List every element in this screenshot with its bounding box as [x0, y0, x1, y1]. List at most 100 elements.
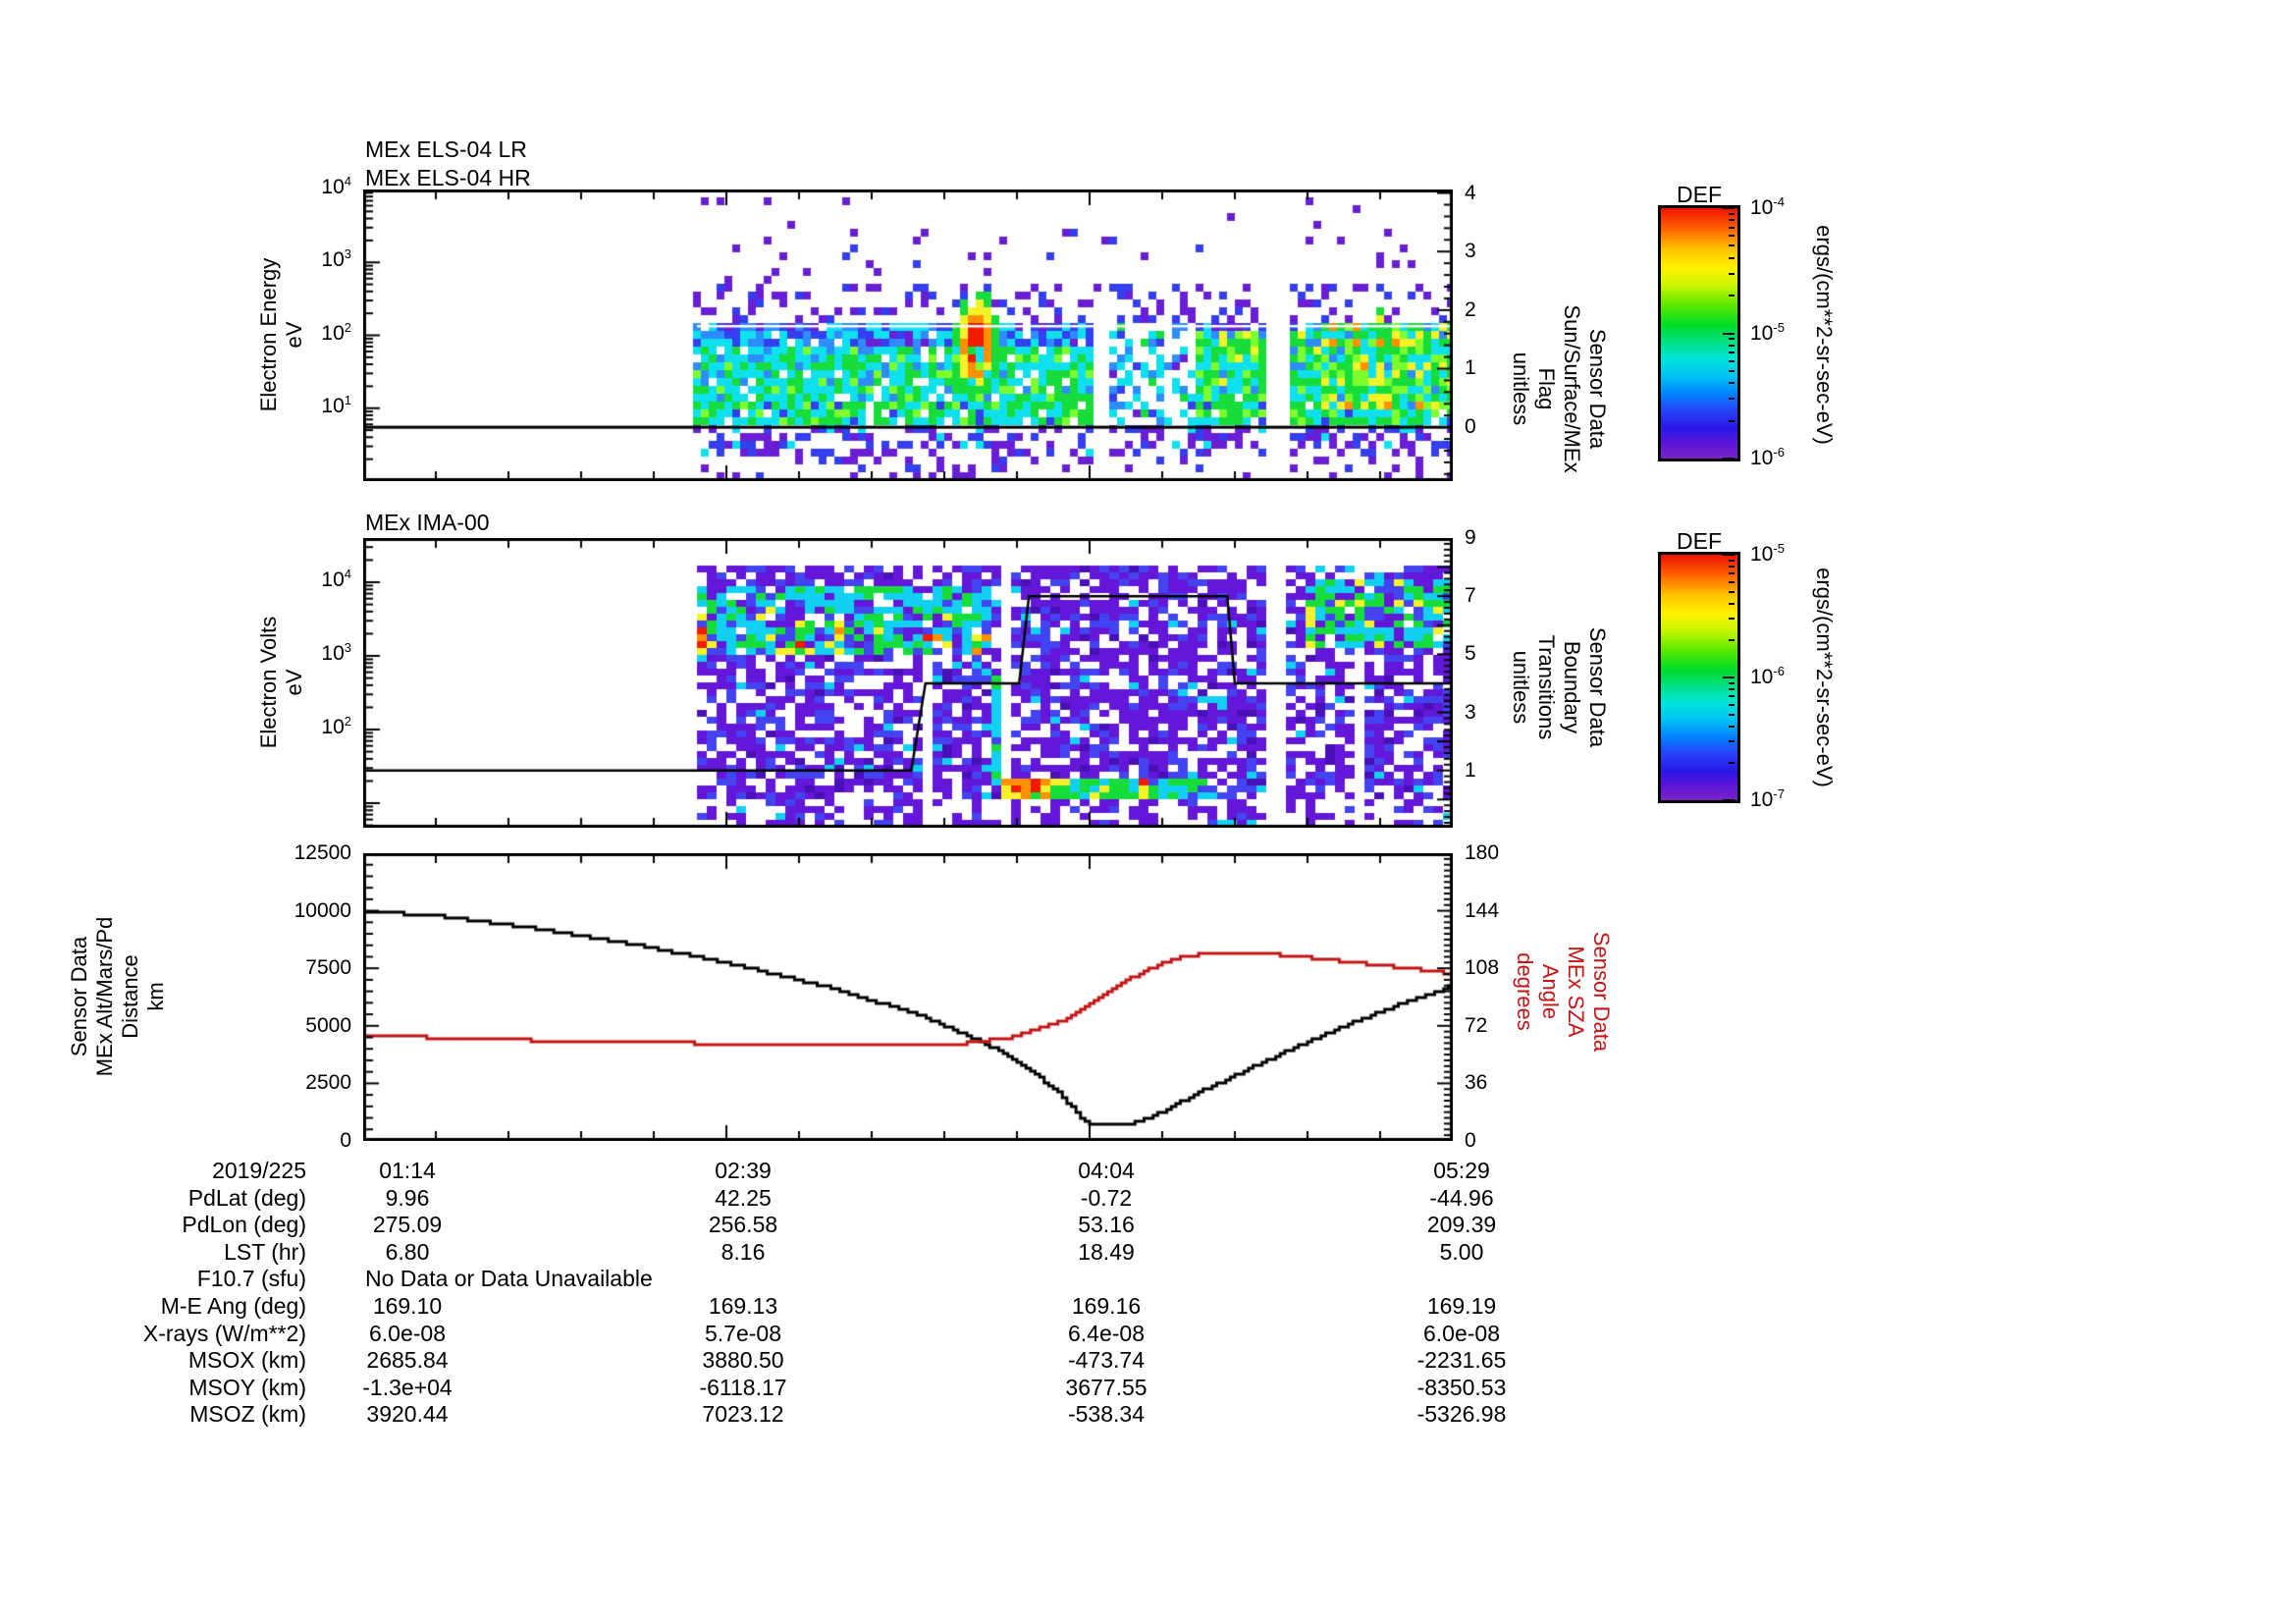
table-value: 53.16 [1078, 1212, 1135, 1237]
colorbar-tick [1729, 359, 1735, 362]
tick-label: 36 [1465, 1071, 1488, 1095]
table-value: 7023.12 [702, 1401, 784, 1427]
tick-label: 144 [1465, 898, 1500, 922]
table-value: 5.00 [1439, 1239, 1484, 1265]
table-row-label: MSOZ (km) [189, 1401, 306, 1427]
table-row-label: X-rays (W/m**2) [142, 1321, 306, 1346]
colorbar1-def-title: DEF [1677, 182, 1722, 207]
table-value: -0.72 [1080, 1185, 1133, 1211]
els-hr-title: MEx ELS-04 HR [365, 165, 531, 190]
tick-label: 10-7 [1750, 786, 1785, 811]
table-value: 42.25 [715, 1185, 772, 1211]
ima-title: MEx IMA-00 [365, 510, 490, 535]
table-value: -8350.53 [1416, 1375, 1507, 1400]
colorbar-tick [1729, 419, 1735, 422]
tick-label: 102 [321, 319, 351, 345]
table-row-label: LST (hr) [224, 1239, 306, 1265]
colorbar-tick [1729, 639, 1735, 642]
table-value: -538.34 [1067, 1401, 1145, 1427]
tick-label: 0 [340, 1129, 351, 1152]
colorbar-tick [1723, 458, 1735, 460]
table-value: -2231.65 [1416, 1347, 1507, 1373]
colorbar-tick [1729, 398, 1735, 401]
table-value: 05:29 [1433, 1158, 1490, 1183]
colorbar-tick [1729, 688, 1735, 691]
colorbar-tick [1729, 713, 1735, 716]
colorbar-tick [1729, 559, 1735, 562]
colorbar-tick [1723, 799, 1735, 801]
colorbar-tick [1723, 332, 1735, 335]
table-value: -6118.17 [699, 1375, 787, 1400]
colorbar-tick [1723, 554, 1735, 556]
table-value: 5.7e-08 [704, 1321, 781, 1346]
colorbar-tick [1729, 338, 1735, 341]
colorbar-tick [1729, 590, 1735, 593]
traj-y-axis-label: Sensor Data MEx Alt/Mars/Pd Distance km [67, 916, 168, 1077]
table-value: 01:14 [379, 1158, 436, 1183]
tick-label: 10-4 [1750, 194, 1785, 219]
colorbar-tick [1729, 725, 1735, 728]
colorbar-tick [1729, 695, 1735, 698]
table-value: 8.16 [721, 1239, 766, 1265]
tick-label: 9 [1465, 526, 1476, 549]
tick-label: 5000 [305, 1013, 351, 1037]
tick-label: 10000 [294, 898, 351, 922]
colorbar-tick [1729, 226, 1735, 229]
table-value: 169.10 [372, 1293, 443, 1319]
colorbar-tick [1729, 566, 1735, 568]
colorbar-tick [1729, 762, 1735, 765]
tick-label: 180 [1465, 841, 1500, 864]
colorbar-tick [1729, 703, 1735, 706]
colorbar-tick [1729, 272, 1735, 275]
tick-label: 10-6 [1750, 664, 1785, 688]
tick-label: 103 [321, 246, 351, 272]
table-value: 6.4e-08 [1067, 1321, 1145, 1346]
table-row-label: MSOX (km) [187, 1347, 306, 1373]
tick-label: 7500 [305, 956, 351, 980]
table-value: 169.16 [1071, 1293, 1142, 1319]
table-value: -5326.98 [1416, 1401, 1507, 1427]
tick-label: 3 [1465, 240, 1476, 263]
colorbar-tick [1729, 235, 1735, 238]
tick-label: 2 [1465, 298, 1476, 321]
tick-label: 0 [1465, 1129, 1476, 1152]
tick-label: 104 [321, 174, 351, 198]
tick-label: 10-5 [1750, 319, 1785, 345]
colorbar-tick [1729, 572, 1735, 575]
colorbar-tick [1723, 207, 1735, 209]
table-value: 6.0e-08 [1422, 1321, 1500, 1346]
tick-label: 104 [321, 567, 351, 591]
tick-label: 2500 [305, 1071, 351, 1095]
els-lr-title: MEx ELS-04 LR [365, 136, 527, 162]
tick-label: 102 [321, 714, 351, 739]
tick-label: 12500 [294, 841, 351, 864]
table-value: 02:39 [715, 1158, 772, 1183]
table-value: -473.74 [1067, 1347, 1145, 1373]
table-value: 18.49 [1078, 1239, 1135, 1265]
colorbar-tick [1729, 618, 1735, 621]
colorbar-tick [1723, 676, 1735, 678]
tick-label: 0 [1465, 415, 1476, 439]
colorbar-tick [1729, 740, 1735, 743]
tick-label: 108 [1465, 956, 1500, 980]
table-value: 3880.50 [702, 1347, 784, 1373]
tick-label: 5 [1465, 642, 1476, 666]
table-value: 04:04 [1078, 1158, 1135, 1183]
tick-label: 4 [1465, 181, 1476, 204]
colorbar-tick [1729, 369, 1735, 372]
table-row-label: 2019/225 [212, 1158, 306, 1183]
colorbar-tick [1729, 344, 1735, 347]
tick-label: 10-6 [1750, 445, 1785, 469]
table-value: 6.80 [385, 1239, 430, 1265]
table-value: 169.13 [708, 1293, 778, 1319]
colorbar-tick [1729, 580, 1735, 583]
table-row-label: PdLat (deg) [187, 1185, 306, 1211]
table-value: 2685.84 [366, 1347, 449, 1373]
colorbar-tick [1729, 244, 1735, 247]
colorbar-tick [1729, 256, 1735, 259]
tick-label: 1 [1465, 356, 1476, 380]
tick-label: 10-5 [1750, 541, 1785, 566]
colorbar-tick [1729, 352, 1735, 354]
table-value: 6.0e-08 [368, 1321, 446, 1346]
